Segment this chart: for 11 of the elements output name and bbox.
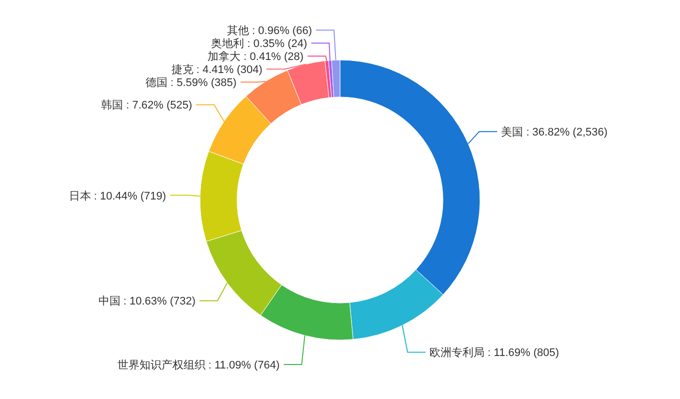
slice-label: 美国 : 36.82% (2,536): [501, 126, 608, 139]
slice-label: 德国 : 5.59% (385): [145, 77, 237, 90]
slice-label: 世界知识产权组织 : 11.09% (764): [117, 358, 280, 372]
slice-label: 日本 : 10.44% (719): [68, 189, 166, 202]
slice-label: 中国 : 10.63% (732): [98, 294, 196, 308]
slice-label: 欧洲专利局 : 11.69% (805): [430, 346, 560, 360]
slice-label: 奥地利 : 0.35% (24): [211, 37, 308, 50]
slice-label: 捷克 : 4.41% (304): [171, 63, 262, 76]
slice-label: 韩国 : 7.62% (525): [101, 98, 192, 112]
slice-label: 加拿大 : 0.41% (28): [208, 50, 304, 64]
slice-label: 其他 : 0.96% (66): [227, 24, 312, 38]
